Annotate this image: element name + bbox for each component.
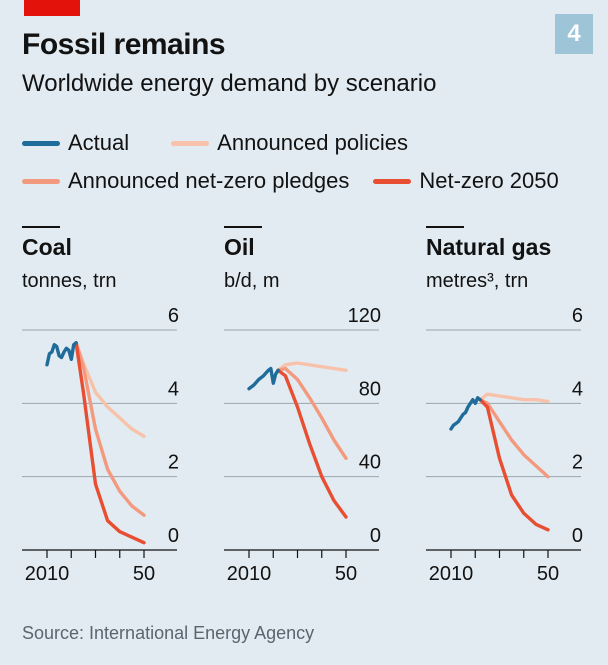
chart-title: Fossil remains bbox=[22, 28, 226, 61]
x-tick-label: 2010 bbox=[429, 563, 474, 585]
y-tick-label: 40 bbox=[359, 452, 381, 474]
legend-label-announced-policies: Announced policies bbox=[217, 130, 408, 155]
series-line-actual bbox=[449, 396, 482, 431]
y-tick-label: 2 bbox=[168, 452, 179, 474]
y-tick-label: 0 bbox=[370, 525, 381, 547]
x-tick-label: 50 bbox=[537, 563, 559, 585]
panel-unit-natural-gas: metres³, trn bbox=[426, 270, 529, 292]
panel-title-oil: Oil bbox=[224, 234, 255, 260]
series-line-actual bbox=[45, 341, 78, 367]
legend-item-net-zero-2050: Net-zero 2050 bbox=[373, 168, 559, 194]
y-tick-label: 2 bbox=[572, 452, 583, 474]
y-tick-label: 0 bbox=[572, 525, 583, 547]
legend-label-net-zero-pledges: Announced net-zero pledges bbox=[68, 168, 350, 193]
y-tick-label: 80 bbox=[359, 378, 381, 400]
series-line-announced-policies bbox=[478, 392, 550, 404]
x-tick-label: 50 bbox=[335, 563, 357, 585]
chart-oil: 0 40 80 120 2010 50 bbox=[224, 305, 381, 585]
legend-row-1: Actual Announced policies bbox=[22, 130, 426, 156]
series-line-net-zero-2050 bbox=[74, 341, 146, 545]
series-line-actual bbox=[247, 366, 280, 391]
brand-tag bbox=[24, 0, 80, 16]
panel-oil: Oil b/d, m 0 40 80 120 2010 50 bbox=[224, 220, 394, 610]
series-line-announced-net-zero-pledges bbox=[74, 341, 146, 517]
legend-item-net-zero-pledges: Announced net-zero pledges bbox=[22, 168, 349, 194]
x-tick-label: 2010 bbox=[227, 563, 272, 585]
panel-title-natural-gas: Natural gas bbox=[426, 234, 552, 260]
legend-swatch-net-zero-pledges bbox=[22, 178, 60, 184]
y-tick-label: 4 bbox=[572, 378, 583, 400]
panel-rule bbox=[224, 226, 262, 228]
legend-item-announced-policies: Announced policies bbox=[171, 130, 408, 156]
x-tick-label: 50 bbox=[133, 563, 155, 585]
x-tick-label: 2010 bbox=[25, 563, 70, 585]
legend-swatch-announced-policies bbox=[171, 140, 210, 146]
series-line-announced-net-zero-pledges bbox=[478, 398, 550, 479]
panel-unit-oil: b/d, m bbox=[224, 270, 280, 292]
chart-coal: 0 2 4 6 2010 50 bbox=[22, 305, 179, 585]
chart-natural-gas: 0 2 4 6 2010 50 bbox=[426, 305, 583, 585]
legend-swatch-actual bbox=[22, 140, 60, 146]
legend-swatch-net-zero-2050 bbox=[373, 178, 412, 184]
panel-unit-coal: tonnes, trn bbox=[22, 270, 117, 292]
y-tick-label: 6 bbox=[168, 305, 179, 327]
legend-row-2: Announced net-zero pledges Net-zero 2050 bbox=[22, 168, 577, 194]
y-tick-label: 120 bbox=[348, 305, 381, 327]
series-line-announced-policies bbox=[276, 361, 348, 372]
chart-subtitle: Worldwide energy demand by scenario bbox=[22, 70, 437, 97]
panel-rule bbox=[426, 226, 464, 228]
chart-number-badge: 4 bbox=[555, 14, 593, 54]
panel-rule bbox=[22, 226, 60, 228]
legend-label-actual: Actual bbox=[68, 130, 130, 155]
source-note: Source: International Energy Agency bbox=[22, 623, 315, 643]
panel-coal: Coal tonnes, trn 0 2 4 6 2010 50 bbox=[22, 220, 192, 610]
series-line-net-zero-2050 bbox=[478, 398, 550, 532]
panel-natural-gas: Natural gas metres³, trn 0 2 4 6 2010 50 bbox=[426, 220, 596, 610]
panel-title-coal: Coal bbox=[22, 234, 72, 260]
series-line-net-zero-2050 bbox=[276, 368, 348, 519]
legend-item-actual: Actual bbox=[22, 130, 129, 156]
series-line-announced-net-zero-pledges bbox=[276, 366, 348, 460]
y-tick-label: 6 bbox=[572, 305, 583, 327]
legend-label-net-zero-2050: Net-zero 2050 bbox=[419, 168, 559, 193]
y-tick-label: 0 bbox=[168, 525, 179, 547]
y-tick-label: 4 bbox=[168, 378, 179, 400]
